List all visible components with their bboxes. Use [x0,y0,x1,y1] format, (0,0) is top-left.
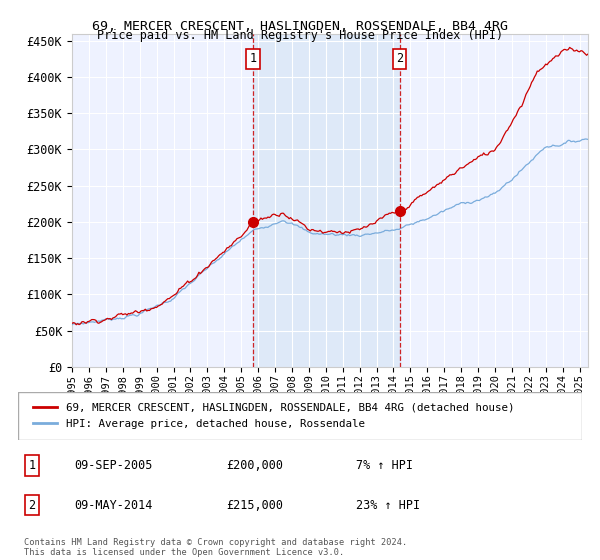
Text: 1: 1 [249,53,256,66]
Text: 2: 2 [29,499,35,512]
Text: 2: 2 [396,53,403,66]
Legend: 69, MERCER CRESCENT, HASLINGDEN, ROSSENDALE, BB4 4RG (detached house), HPI: Aver: 69, MERCER CRESCENT, HASLINGDEN, ROSSEND… [29,398,519,433]
Text: 1: 1 [29,459,35,472]
Text: 09-MAY-2014: 09-MAY-2014 [74,499,153,512]
Text: 69, MERCER CRESCENT, HASLINGDEN, ROSSENDALE, BB4 4RG: 69, MERCER CRESCENT, HASLINGDEN, ROSSEND… [92,20,508,32]
FancyBboxPatch shape [18,392,582,440]
Text: 09-SEP-2005: 09-SEP-2005 [74,459,153,472]
Text: 23% ↑ HPI: 23% ↑ HPI [356,499,421,512]
Text: Contains HM Land Registry data © Crown copyright and database right 2024.
This d: Contains HM Land Registry data © Crown c… [24,538,407,557]
Bar [253,34,400,367]
Text: Price paid vs. HM Land Registry's House Price Index (HPI): Price paid vs. HM Land Registry's House … [97,29,503,42]
Text: 7% ↑ HPI: 7% ↑ HPI [356,459,413,472]
Text: £215,000: £215,000 [227,499,284,512]
Text: £200,000: £200,000 [227,459,284,472]
